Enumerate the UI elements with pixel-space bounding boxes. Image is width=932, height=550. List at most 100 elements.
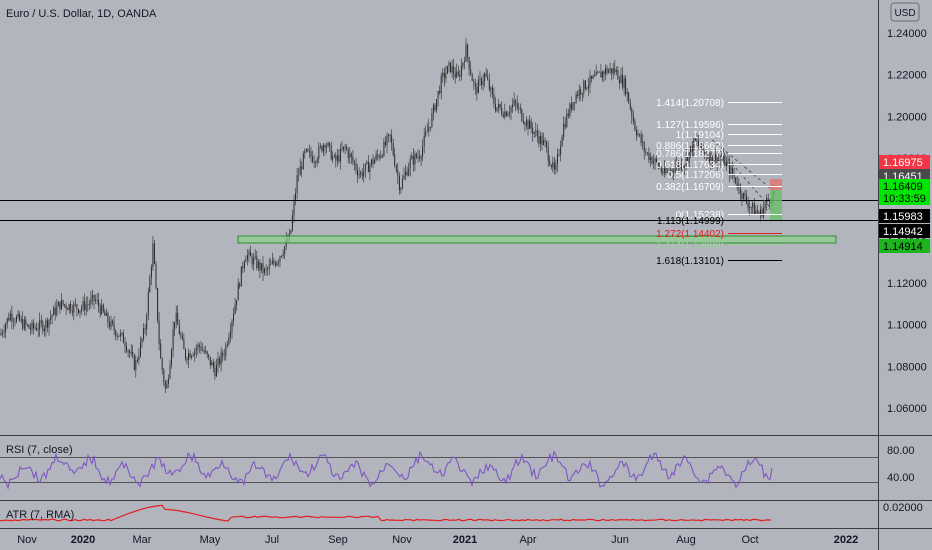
price-badge: 1.16409 bbox=[883, 181, 923, 193]
price-scale-label: 1.20000 bbox=[887, 111, 927, 123]
candle-body bbox=[180, 334, 182, 337]
candle-body bbox=[172, 329, 174, 351]
candle-body bbox=[161, 358, 163, 371]
candle-body bbox=[753, 203, 755, 214]
candle-body bbox=[724, 156, 726, 166]
candle-body bbox=[574, 102, 575, 103]
candle-body bbox=[352, 156, 354, 162]
candle-body bbox=[76, 304, 78, 310]
time-axis-label: Apr bbox=[519, 534, 536, 546]
candle-body bbox=[157, 288, 159, 321]
candle-body bbox=[618, 79, 620, 83]
candle-body bbox=[121, 332, 123, 334]
candle-body bbox=[482, 80, 484, 85]
candle-body bbox=[282, 254, 284, 256]
candle-body bbox=[417, 156, 419, 158]
candle-body bbox=[457, 71, 459, 75]
candle-body bbox=[446, 66, 448, 74]
candle-body bbox=[386, 136, 388, 146]
candle-body bbox=[643, 142, 645, 152]
price-pane[interactable] bbox=[0, 0, 878, 435]
candle-body bbox=[19, 314, 21, 321]
candle-body bbox=[515, 100, 517, 103]
candle-body bbox=[22, 319, 24, 329]
time-axis[interactable]: Nov 2020 Mar May Jul Sep Nov 2021 Apr Jun Aug Oct 20… bbox=[17, 534, 858, 546]
time-axis-label: 2021 bbox=[453, 534, 477, 546]
position-stop-zone[interactable] bbox=[770, 179, 782, 190]
candle-body bbox=[677, 163, 679, 168]
candle-body bbox=[451, 66, 453, 73]
candle-body bbox=[670, 169, 672, 172]
candle-body bbox=[14, 321, 16, 323]
fibonacci-extension[interactable]: 1.414(1.20708)1.127(1.19596)1(1.19104)0.… bbox=[656, 98, 782, 267]
candle-body bbox=[132, 352, 134, 356]
candle-body bbox=[309, 151, 310, 153]
candle-body bbox=[668, 171, 670, 173]
candle-body bbox=[53, 307, 55, 316]
candle-body bbox=[112, 320, 114, 324]
candle-body bbox=[340, 148, 341, 162]
candle-body bbox=[586, 88, 588, 90]
candle-body bbox=[181, 336, 183, 340]
atr-indicator-label[interactable]: ATR (7, RMA) bbox=[6, 509, 74, 521]
candle-body bbox=[319, 145, 321, 147]
candle-body bbox=[663, 167, 665, 174]
rsi-indicator-label[interactable]: RSI (7, close) bbox=[6, 444, 73, 456]
candle-body bbox=[23, 319, 25, 329]
atr-line bbox=[0, 504, 772, 522]
candle-body bbox=[154, 243, 155, 264]
candle-body bbox=[253, 257, 255, 265]
candle-body bbox=[104, 311, 106, 316]
candle-body bbox=[623, 78, 625, 88]
candle-body bbox=[149, 277, 151, 292]
candle-body bbox=[710, 152, 712, 162]
candle-body bbox=[47, 320, 48, 328]
candle-body bbox=[189, 353, 191, 358]
rsi-pane[interactable] bbox=[0, 436, 878, 500]
support-zone-rectangle[interactable] bbox=[237, 235, 837, 244]
atr-pane[interactable] bbox=[0, 501, 878, 528]
candle-body bbox=[367, 161, 369, 173]
position-target-zone[interactable] bbox=[770, 190, 782, 220]
candle-body bbox=[736, 183, 738, 188]
candle-body bbox=[192, 355, 194, 356]
candle-body bbox=[660, 167, 662, 172]
candle-body bbox=[268, 264, 270, 269]
candle-body bbox=[555, 164, 557, 170]
fib-trend-line[interactable] bbox=[719, 149, 777, 215]
candle-body bbox=[54, 307, 56, 315]
candle-body bbox=[211, 362, 213, 366]
candle-body bbox=[129, 351, 131, 353]
candle-body bbox=[577, 94, 579, 96]
candle-body bbox=[487, 76, 489, 80]
candle-body bbox=[122, 332, 124, 344]
candle-body bbox=[708, 157, 710, 162]
price-badge: 1.14942 bbox=[883, 226, 923, 238]
candle-body bbox=[648, 152, 650, 161]
candle-body bbox=[237, 283, 239, 301]
candle-body bbox=[476, 87, 478, 94]
candle-body bbox=[93, 295, 95, 301]
candle-body bbox=[429, 126, 431, 128]
candle-body bbox=[516, 103, 518, 108]
candle-body bbox=[651, 157, 653, 164]
candle-body bbox=[274, 263, 276, 266]
rsi-scale-40: 40.00 bbox=[887, 472, 915, 484]
time-axis-label: Sep bbox=[328, 534, 348, 546]
candle-body bbox=[549, 160, 551, 165]
fib-level-label: 0.382(1.16709) bbox=[656, 182, 724, 193]
candle-body bbox=[504, 111, 506, 117]
candle-body bbox=[119, 333, 121, 337]
candle-body bbox=[316, 159, 318, 164]
candle-body bbox=[450, 62, 451, 72]
candle-body bbox=[330, 145, 332, 160]
currency-button[interactable] bbox=[890, 2, 920, 22]
candle-body bbox=[245, 259, 247, 262]
candle-body bbox=[329, 143, 331, 145]
candle-body bbox=[402, 179, 403, 189]
candle-body bbox=[291, 215, 293, 231]
candle-body bbox=[48, 319, 50, 328]
price-axis[interactable] bbox=[878, 0, 932, 528]
candle-body bbox=[90, 298, 92, 304]
